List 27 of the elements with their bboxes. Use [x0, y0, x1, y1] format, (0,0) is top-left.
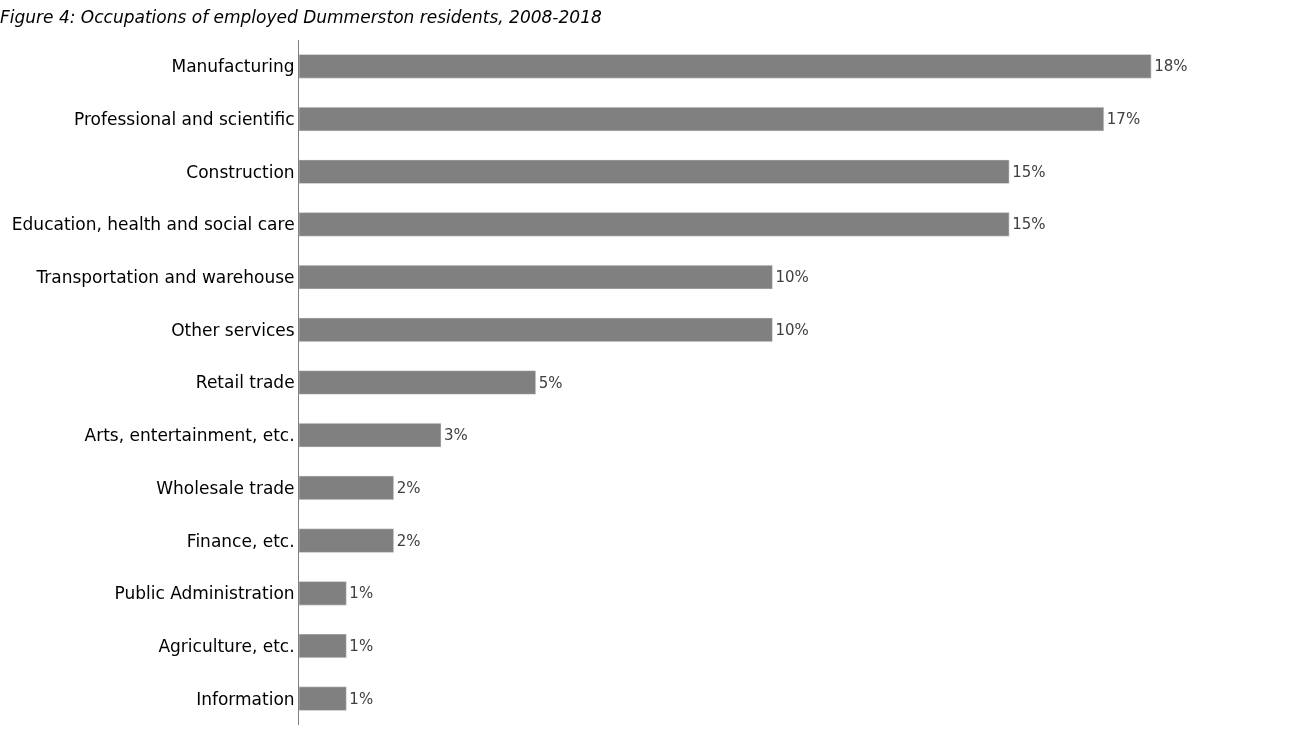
- data-label: 15%: [1012, 215, 1046, 234]
- y-tick-label: Professional and scientific: [74, 108, 295, 129]
- y-tick-label: Manufacturing: [171, 56, 295, 77]
- data-label: 5%: [538, 373, 563, 392]
- data-label: 3%: [444, 426, 468, 445]
- data-label: 2%: [396, 478, 421, 497]
- data-label: 15%: [1012, 162, 1046, 181]
- y-tick-label: Construction: [186, 161, 295, 182]
- y-tick-label: Finance, etc.: [186, 530, 295, 551]
- data-label: 1%: [349, 689, 374, 708]
- data-label: 18%: [1154, 57, 1188, 76]
- y-tick-label: Wholesale trade: [156, 477, 295, 498]
- data-label: 10%: [775, 320, 809, 339]
- y-tick-label: Public Administration: [114, 583, 295, 604]
- y-tick-label: Transportation and warehouse: [35, 267, 295, 288]
- y-tick-label: Education, health and social care: [11, 214, 295, 235]
- data-label: 1%: [349, 584, 374, 603]
- y-tick-label: Arts, entertainment, etc.: [84, 425, 295, 446]
- chart-title: Figure 4: Occupations of employed Dummerston residents, 2008-2018: [0, 7, 602, 28]
- y-tick-label: Agriculture, etc.: [158, 635, 295, 656]
- data-label: 17%: [1106, 110, 1141, 129]
- data-label: 2%: [396, 531, 421, 550]
- data-label: 10%: [775, 268, 809, 287]
- y-tick-label: Information: [196, 688, 295, 709]
- data-label: 1%: [349, 636, 374, 655]
- y-tick-label: Retail trade: [195, 372, 295, 393]
- y-tick-label: Other services: [171, 319, 295, 340]
